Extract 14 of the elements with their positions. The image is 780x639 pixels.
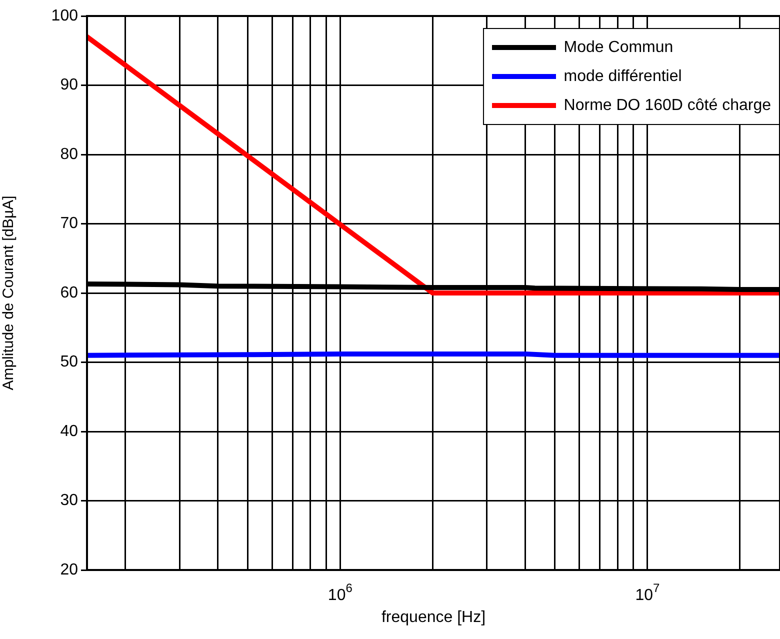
legend-label: mode différentiel (564, 68, 682, 86)
y-tick-label: 70 (60, 215, 78, 232)
y-tick-label: 30 (60, 492, 78, 510)
legend-label: Norme DO 160D côté charge (564, 96, 771, 114)
y-tick-label: 60 (60, 284, 78, 302)
x-axis-title: frequence [Hz] (381, 608, 486, 626)
legend-label: Mode Commun (564, 38, 674, 56)
y-tick-label: 100 (51, 7, 78, 24)
y-axis-title: Amplitude de Courant [dBµA] (0, 196, 18, 390)
y-tick-label: 90 (60, 76, 78, 94)
y-tick-label: 80 (60, 146, 78, 163)
y-tick-label: 50 (60, 354, 78, 371)
y-tick-label: 40 (60, 422, 78, 440)
y-tick-label: 20 (60, 561, 78, 578)
